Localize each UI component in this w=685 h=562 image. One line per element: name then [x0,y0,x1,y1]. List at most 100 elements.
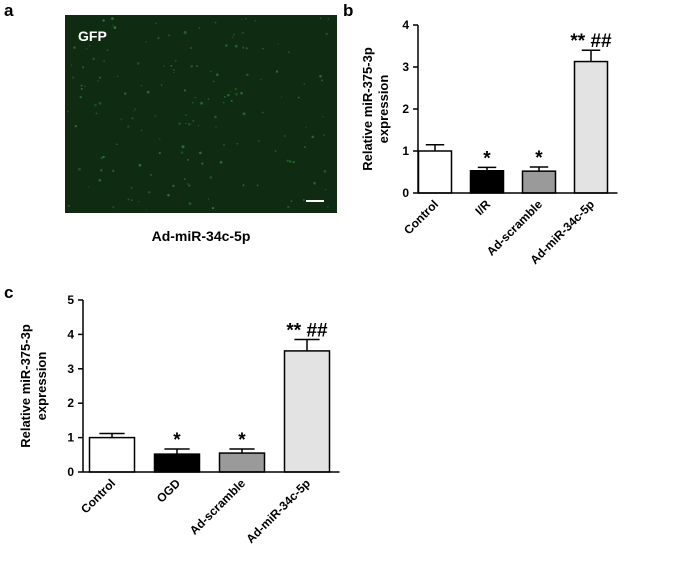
cell-dot [154,115,156,117]
cell-dot [192,119,195,123]
x-tick-label: OGD [154,476,183,505]
cell-dot [324,188,327,191]
cell-dot [242,112,246,116]
gfp-image [65,15,337,213]
cell-dot [304,146,306,148]
cell-dot [155,22,157,24]
cell-dot [95,112,98,115]
bar [521,170,557,194]
cell-dot [160,84,163,86]
cell-dot [94,103,97,107]
cell-dot [190,64,193,68]
cell-dot [180,151,184,154]
cell-dot [173,71,175,74]
cell-dot [185,114,187,116]
cell-dot [186,182,189,185]
cell-dot [172,184,175,188]
cell-dot [256,184,259,187]
y-tick-label: 3 [402,60,409,74]
cell-dot [242,184,245,186]
cell-dot [134,108,137,110]
cell-dot [234,88,237,91]
cell-dot [127,198,130,201]
significance-label: * [238,430,246,451]
cell-dot [70,64,73,66]
cell-dot [183,89,187,92]
cell-dot [325,32,329,36]
cell-dot [232,36,234,38]
cell-dot [82,66,85,69]
cell-dot [245,73,249,77]
cell-dot [214,115,217,119]
bar [573,60,609,194]
x-tick-label: I/R [472,197,493,218]
cell-dot [136,62,140,65]
cell-dot [170,65,173,67]
cell-dot [245,17,247,20]
cell-dot [113,26,117,30]
cell-dot [131,199,133,201]
cell-dot [194,97,196,99]
cell-dot [280,96,283,98]
cell-dot [103,59,106,62]
cell-dot [140,129,143,132]
significance-label: * [173,430,181,451]
cell-dot [235,92,238,96]
significance-label: * [535,148,543,169]
cell-dot [167,193,170,197]
cell-dot [197,124,200,127]
cell-dot [233,33,235,36]
cell-dot [106,49,109,51]
cell-dot [157,36,160,40]
x-tick-label: Ad-scramble [187,476,249,538]
cell-dot [322,134,325,136]
cell-dot [327,206,329,208]
cell-dot [212,80,215,83]
cell-dot [120,118,123,121]
panel-label: b [343,1,353,20]
cell-dot [283,134,286,138]
cell-dot [322,116,324,118]
cell-dot [234,44,238,48]
cell-dot [242,46,245,49]
cell-dot [245,47,248,50]
y-axis-label: Relative miR-375-3p [360,47,375,171]
cell-dot [145,209,147,211]
cell-dot [188,202,192,206]
cell-dot [183,31,187,34]
image-texture [67,17,330,211]
cell-dot [80,87,83,90]
cell-dot [311,135,315,139]
cell-dot [190,47,193,50]
y-tick-label: 4 [67,327,74,341]
cell-dot [209,176,213,179]
panel-label: c [4,283,13,302]
y-tick-label: 5 [67,293,74,307]
cell-dot [79,95,82,99]
cell-dot [98,76,101,79]
significance-label: ** ## [570,31,612,52]
cell-dot [98,101,102,105]
cell-dot [260,78,262,81]
cell-dot [287,205,290,209]
cell-dot [131,117,134,120]
cell-dot [111,17,114,20]
cell-dot [321,79,324,82]
cell-dot [327,18,330,20]
cell-dot [200,101,203,105]
cell-dot [303,83,306,85]
cell-dot [140,84,143,87]
cell-dot [89,44,91,47]
cell-dot [219,160,223,164]
cell-dot [290,200,293,203]
cell-dot [292,161,295,164]
cell-dot [138,201,140,203]
cell-dot [223,102,225,104]
cell-dot [223,96,226,98]
cell-dot [92,57,96,61]
cell-dot [297,96,300,99]
y-axis-label: expression [376,75,391,144]
cell-dot [124,92,127,95]
cell-dot [262,111,264,114]
cell-dot [201,162,204,165]
